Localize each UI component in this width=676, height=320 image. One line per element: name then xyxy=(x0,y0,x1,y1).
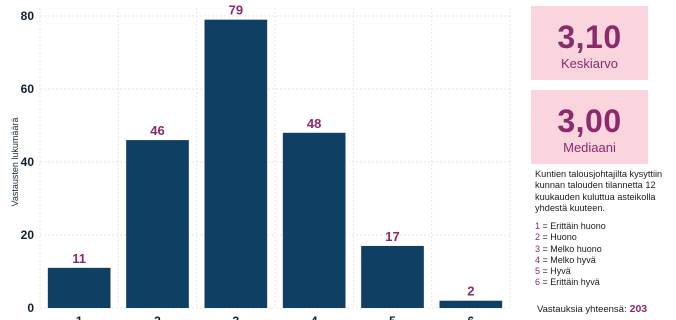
data-label: 17 xyxy=(385,229,399,244)
total-responses: Vastauksia yhteensä: 203 xyxy=(537,303,647,315)
y-tick-label: 20 xyxy=(21,228,35,242)
x-tick-label: 1 xyxy=(76,314,83,320)
y-tick-label: 80 xyxy=(21,9,35,23)
data-label: 48 xyxy=(307,116,321,131)
survey-description: Kuntien talousjohtajilta kysyttiin kunna… xyxy=(535,169,663,214)
bar xyxy=(439,300,503,308)
legend-item: 1 = Erittäin huono xyxy=(535,221,606,231)
data-label: 2 xyxy=(467,284,474,299)
mean-value: 3,10 xyxy=(557,19,622,55)
total-value: 203 xyxy=(629,303,648,315)
bar-chart: 02040608011146279348417526Vastausten luk… xyxy=(10,3,511,320)
y-tick-label: 40 xyxy=(21,155,35,169)
x-tick-label: 4 xyxy=(311,314,318,320)
legend-item: 4 = Melko hyvä xyxy=(535,254,596,265)
legend-item: 3 = Melko huono xyxy=(535,243,602,254)
mean-card: 3,10 Keskiarvo xyxy=(531,6,648,80)
data-label: 79 xyxy=(229,3,243,18)
data-label: 46 xyxy=(150,123,164,138)
y-tick-label: 0 xyxy=(27,301,34,315)
x-tick-label: 2 xyxy=(154,314,161,320)
median-caption: Mediaani xyxy=(563,140,616,155)
median-card: 3,00 Mediaani xyxy=(531,90,648,164)
x-tick-label: 3 xyxy=(232,314,239,320)
data-label: 11 xyxy=(72,251,86,266)
y-axis-title: Vastausten lukumäärä xyxy=(10,118,20,207)
bar xyxy=(204,19,268,309)
bar xyxy=(126,140,189,308)
bar xyxy=(282,132,346,308)
bar xyxy=(361,245,424,308)
legend-item: 2 = Huono xyxy=(535,232,577,243)
x-tick-label: 5 xyxy=(389,314,396,320)
total-label: Vastauksia yhteensä: xyxy=(537,304,627,315)
legend-item: 5 = Hyvä xyxy=(535,266,571,277)
legend-item: 6 = Erittäin hyvä xyxy=(535,277,600,288)
y-tick-label: 60 xyxy=(21,82,35,96)
bar xyxy=(47,267,111,308)
x-tick-label: 6 xyxy=(467,314,474,320)
scale-legend: 1 = Erittäin huono 2 = Huono 3 = Melko h… xyxy=(535,221,606,289)
median-value: 3,00 xyxy=(557,103,622,139)
mean-caption: Keskiarvo xyxy=(560,56,619,71)
